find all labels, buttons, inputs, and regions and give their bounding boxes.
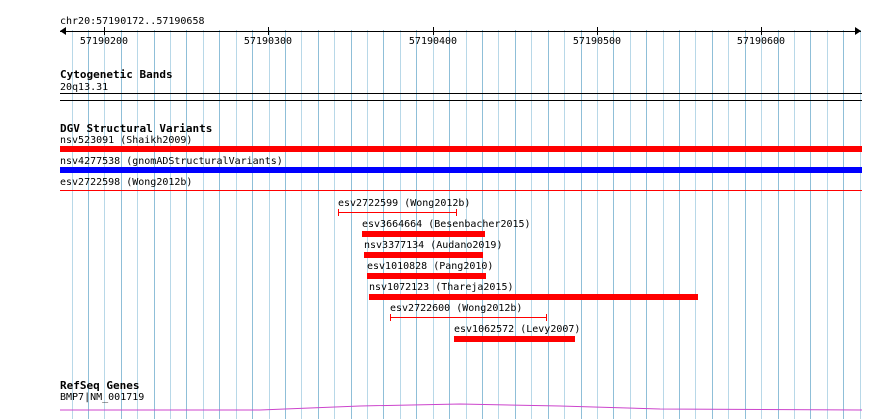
dgv-feature-label[interactable]: esv2722599 (Wong2012b) [338, 198, 471, 209]
cytoband-track-title: Cytogenetic Bands [60, 68, 173, 81]
grid-line [433, 30, 434, 419]
refseq-gene-intron-line[interactable] [60, 400, 862, 412]
dgv-feature-label[interactable]: nsv1072123 (Thareja2015) [369, 282, 514, 293]
scale-tick-label: 57190200 [79, 36, 129, 47]
grid-line [334, 30, 335, 419]
grid-line [318, 30, 319, 419]
cytoband-label[interactable]: 20q13.31 [60, 82, 109, 93]
dgv-feature-label[interactable]: nsv4277538 (gnomADStructuralVariants) [60, 156, 283, 167]
grid-line [498, 30, 499, 419]
grid-line [843, 30, 844, 419]
grid-line [252, 30, 253, 419]
grid-line [745, 30, 746, 419]
grid-line [712, 30, 713, 419]
grid-line [695, 30, 696, 419]
scale-tick-mark [268, 27, 269, 35]
scale-tick-mark [104, 27, 105, 35]
grid-line [810, 30, 811, 419]
grid-line [219, 30, 220, 419]
grid-line [121, 30, 122, 419]
dgv-feature-bar[interactable] [367, 273, 486, 279]
grid-line [613, 30, 614, 419]
grid-line [154, 30, 155, 419]
scale-tick-mark [761, 27, 762, 35]
grid-line [515, 30, 516, 419]
dgv-feature-label[interactable]: esv2722600 (Wong2012b) [390, 303, 523, 314]
grid-line [630, 30, 631, 419]
grid-line [482, 30, 483, 419]
refseq-track-title: RefSeq Genes [60, 379, 140, 392]
ruler-line [60, 31, 861, 32]
whisker-cap [546, 314, 547, 321]
grid-line [269, 30, 270, 419]
dgv-feature-bar[interactable] [60, 190, 862, 191]
grid-line [170, 30, 171, 419]
dgv-feature-label[interactable]: esv2722598 (Wong2012b) [60, 177, 193, 188]
ruler-left-arrow-icon [60, 27, 66, 35]
dgv-feature-bar[interactable] [338, 212, 457, 213]
grid-line [416, 30, 417, 419]
grid-line [679, 30, 680, 419]
grid-line [564, 30, 565, 419]
grid-line [663, 30, 664, 419]
grid-line [531, 30, 532, 419]
grid-line [581, 30, 582, 419]
grid-line [548, 30, 549, 419]
grid-line [728, 30, 729, 419]
grid-line [72, 30, 73, 419]
locus-label: chr20:57190172..57190658 [60, 16, 205, 27]
grid-line [88, 30, 89, 419]
dgv-feature-bar[interactable] [364, 252, 483, 258]
dgv-feature-label[interactable]: esv1062572 (Levy2007) [454, 324, 581, 335]
scale-tick-label: 57190300 [243, 36, 293, 47]
grid-line [794, 30, 795, 419]
dgv-feature-label[interactable]: nsv523091 (Shaikh2009) [60, 135, 193, 146]
grid-line [351, 30, 352, 419]
whisker-cap [338, 209, 339, 216]
grid-line [104, 30, 105, 419]
scale-tick-label: 57190600 [736, 36, 786, 47]
dgv-feature-bar[interactable] [362, 231, 485, 237]
grid-line [186, 30, 187, 419]
grid-line [827, 30, 828, 419]
grid-line [400, 30, 401, 419]
dgv-feature-bar[interactable] [454, 336, 575, 342]
grid-line [860, 30, 861, 419]
dgv-feature-bar[interactable] [390, 317, 547, 318]
grid-line [449, 30, 450, 419]
grid-line [646, 30, 647, 419]
grid-line [285, 30, 286, 419]
dgv-feature-bar[interactable] [369, 294, 698, 300]
scale-tick-label: 57190400 [408, 36, 458, 47]
scale-tick-mark [433, 27, 434, 35]
grid-line [761, 30, 762, 419]
whisker-cap [456, 209, 457, 216]
grid-line [301, 30, 302, 419]
grid-line [383, 30, 384, 419]
dgv-feature-bar[interactable] [60, 146, 862, 152]
grid-line [466, 30, 467, 419]
dgv-track-title: DGV Structural Variants [60, 122, 213, 135]
grid-line [367, 30, 368, 419]
cytoband-band-bottom [60, 100, 862, 101]
dgv-feature-bar[interactable] [60, 167, 862, 173]
dgv-feature-label[interactable]: esv1010828 (Pang2010) [367, 261, 494, 272]
ruler-right-arrow-icon [855, 27, 861, 35]
scale-tick-label: 57190500 [572, 36, 622, 47]
grid-line [137, 30, 138, 419]
grid-line [778, 30, 779, 419]
whisker-cap [390, 314, 391, 321]
refseq-gene-label[interactable]: BMP7|NM_001719 [60, 392, 145, 403]
grid-line [597, 30, 598, 419]
cytoband-band-top [60, 93, 862, 94]
dgv-feature-label[interactable]: nsv3377134 (Audano2019) [364, 240, 503, 251]
dgv-feature-label[interactable]: esv3664664 (Besenbacher2015) [362, 219, 531, 230]
grid-line [203, 30, 204, 419]
grid-line [236, 30, 237, 419]
scale-tick-mark [597, 27, 598, 35]
